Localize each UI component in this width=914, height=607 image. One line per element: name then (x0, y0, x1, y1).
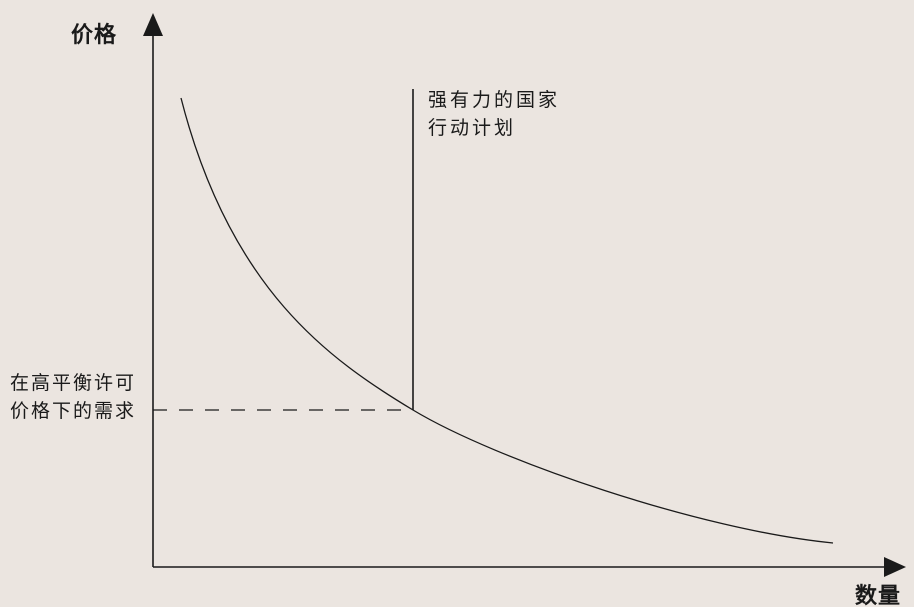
demand-label-line-2: 价格下的需求 (10, 400, 137, 422)
plan-label-line-2: 行动计划 (428, 117, 517, 139)
y-axis-title: 价格 (71, 23, 118, 48)
y-axis-arrow (143, 13, 163, 36)
x-axis-title: 数量 (855, 584, 902, 607)
x-axis-arrow (884, 557, 906, 577)
plan-label: 强有力的国家 行动计划 (428, 86, 560, 142)
demand-label-line-1: 在高平衡许可 (10, 372, 137, 394)
demand-curve (180, 97, 834, 544)
demand-label: 在高平衡许可 价格下的需求 (10, 369, 136, 425)
plan-label-line-1: 强有力的国家 (428, 89, 561, 111)
